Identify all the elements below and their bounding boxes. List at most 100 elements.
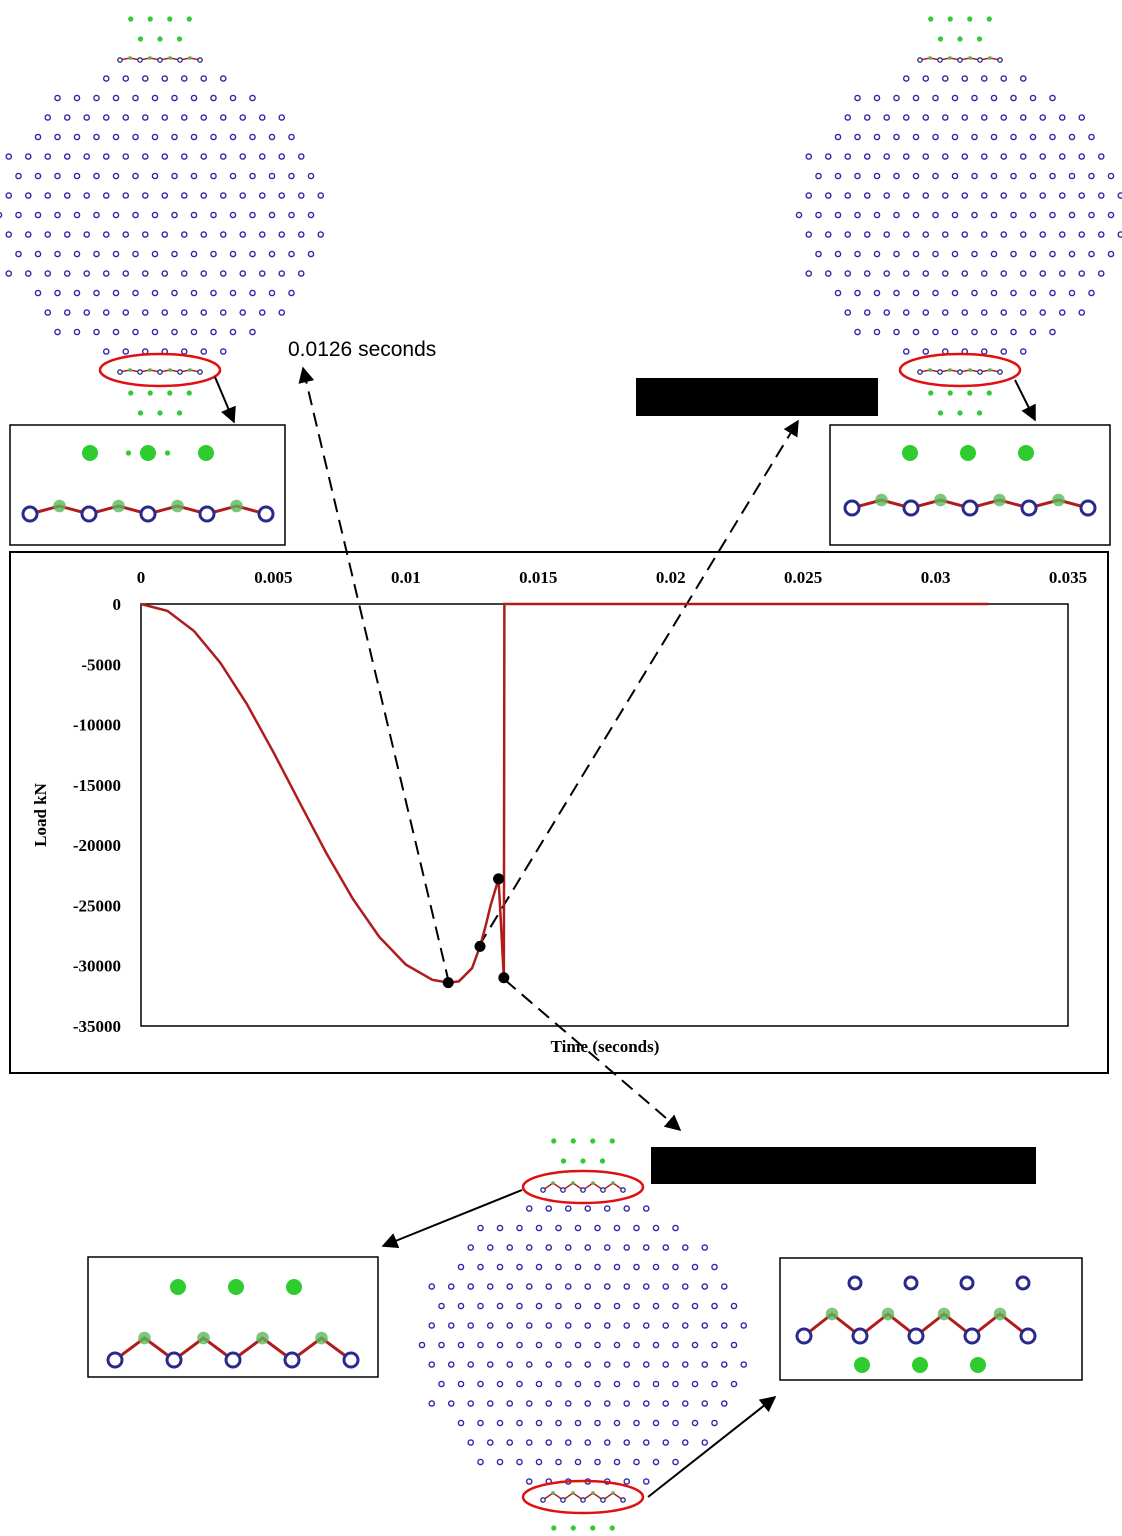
atom: [1089, 173, 1094, 178]
atom: [201, 193, 206, 198]
atom: [1060, 154, 1065, 159]
atom: [943, 154, 948, 159]
atom: [816, 251, 821, 256]
atom: [279, 193, 284, 198]
atom: [806, 193, 811, 198]
atom: [585, 1206, 590, 1211]
atom: [653, 1225, 658, 1230]
atom: [1001, 115, 1006, 120]
atom: [113, 95, 118, 100]
atom: [497, 1303, 502, 1308]
atom: [614, 1225, 619, 1230]
atom: [1099, 232, 1104, 237]
atom: [6, 154, 11, 159]
atom: [653, 1420, 658, 1425]
atom: [595, 1342, 600, 1347]
atom: [634, 1264, 639, 1269]
green-atom: [968, 56, 972, 60]
atom: [1021, 115, 1026, 120]
atom: [94, 134, 99, 139]
atom: [913, 173, 918, 178]
atom: [299, 193, 304, 198]
atom: [624, 1401, 629, 1406]
atom: [94, 329, 99, 334]
atom: [488, 1362, 493, 1367]
atom: [1022, 501, 1036, 515]
atom: [943, 310, 948, 315]
atom: [1030, 212, 1035, 217]
atom: [162, 193, 167, 198]
atom: [74, 212, 79, 217]
atom: [182, 154, 187, 159]
atom: [1001, 271, 1006, 276]
atom: [201, 310, 206, 315]
green-atom: [571, 1138, 576, 1143]
atom: [517, 1459, 522, 1464]
atom: [517, 1381, 522, 1386]
atom: [702, 1284, 707, 1289]
green-atom: [177, 410, 182, 415]
atom: [211, 134, 216, 139]
atom: [624, 1284, 629, 1289]
green-atom: [960, 445, 976, 461]
atom: [527, 1440, 532, 1445]
atom: [566, 1284, 571, 1289]
atom: [1040, 115, 1045, 120]
point-marker: [475, 941, 486, 952]
atom: [575, 1303, 580, 1308]
atom: [201, 115, 206, 120]
atom: [1118, 232, 1122, 237]
atom: [74, 329, 79, 334]
atom: [673, 1381, 678, 1386]
atom: [113, 173, 118, 178]
atom: [221, 115, 226, 120]
atom: [299, 232, 304, 237]
atom: [581, 1498, 585, 1502]
atom: [874, 134, 879, 139]
atom: [507, 1245, 512, 1250]
atom: [1030, 290, 1035, 295]
atom: [1079, 310, 1084, 315]
atom: [933, 251, 938, 256]
green-atom: [53, 500, 66, 513]
atom: [201, 154, 206, 159]
atom: [923, 232, 928, 237]
atom: [952, 290, 957, 295]
atom: [191, 95, 196, 100]
atom: [943, 232, 948, 237]
atom: [663, 1362, 668, 1367]
green-atom: [551, 1491, 555, 1495]
atom: [289, 251, 294, 256]
atom: [634, 1225, 639, 1230]
atom: [108, 1353, 122, 1367]
inset: [10, 425, 285, 545]
green-atom: [170, 1279, 186, 1295]
atom: [683, 1284, 688, 1289]
atom: [614, 1381, 619, 1386]
green-atom: [157, 410, 162, 415]
y-tick-label: -30000: [73, 957, 121, 976]
atom: [201, 349, 206, 354]
atom: [104, 115, 109, 120]
atom: [982, 349, 987, 354]
atom: [279, 310, 284, 315]
atom: [556, 1264, 561, 1269]
atom: [575, 1342, 580, 1347]
atom: [855, 134, 860, 139]
atom: [978, 58, 982, 62]
atom: [826, 232, 831, 237]
atom: [260, 310, 265, 315]
atom: [55, 212, 60, 217]
green-atom: [187, 16, 192, 21]
atom: [172, 173, 177, 178]
atom: [683, 1245, 688, 1250]
atom: [835, 134, 840, 139]
atom: [731, 1342, 736, 1347]
atom: [835, 290, 840, 295]
atom: [468, 1245, 473, 1250]
green-atom: [256, 1332, 269, 1345]
green-atom: [882, 1308, 895, 1321]
atom: [722, 1284, 727, 1289]
atom: [458, 1381, 463, 1386]
atom: [972, 251, 977, 256]
